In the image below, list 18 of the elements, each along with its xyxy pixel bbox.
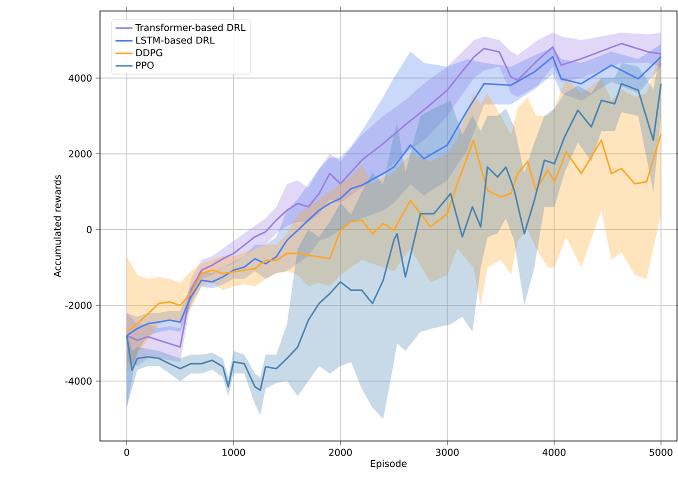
y-tick-label: 4000 bbox=[68, 74, 92, 82]
x-tick-label: 0 bbox=[124, 448, 130, 456]
y-tick-label: 2000 bbox=[68, 150, 92, 158]
y-tick-label: -4000 bbox=[65, 378, 92, 385]
line-series bbox=[126, 132, 662, 333]
y-tick-label: -2000 bbox=[65, 302, 92, 309]
legend-label: LSTM-based DRL bbox=[136, 36, 215, 44]
x-tick-label: 5000 bbox=[650, 448, 672, 456]
y-tick-label: 0 bbox=[86, 226, 92, 234]
legend-label: Transformer-based DRL bbox=[135, 24, 246, 32]
x-tick-label: 1000 bbox=[222, 448, 245, 456]
legend-label: DDPG bbox=[136, 49, 162, 56]
y-axis-title: Accumulated rewards bbox=[54, 175, 61, 278]
x-tick-label: 4000 bbox=[542, 448, 566, 456]
legend-label: PPO bbox=[136, 62, 154, 69]
x-tick-label: 3000 bbox=[436, 448, 459, 456]
x-axis-title: Episode bbox=[370, 460, 407, 469]
x-tick-label: 2000 bbox=[329, 448, 352, 456]
